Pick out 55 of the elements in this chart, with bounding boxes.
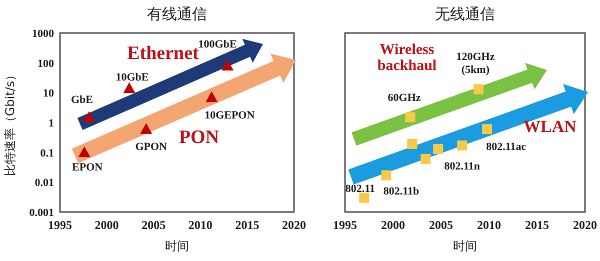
annotation: 60GHz [388,92,421,104]
x-tick-label: 2010 [188,218,212,232]
x-tick-label: 2020 [282,218,306,232]
annotation: 802.11n [444,160,480,172]
x-tick-label: 2015 [525,218,549,232]
y-axis-title: 比特速率（Gbit/s） [3,68,17,176]
annotation: 10GbE [116,71,149,84]
point [78,146,90,158]
series-label: WLAN [524,117,578,136]
annotation: 10GEPON [204,109,255,122]
series-label: PON [178,127,220,148]
y-tick-label: 10 [43,88,54,100]
x-tick-label: 2005 [429,218,453,232]
point [473,84,484,94]
point [407,139,418,150]
point [381,170,392,180]
x-tick-label: 2015 [235,218,260,232]
annotation: 120GHz (5km) [456,50,495,76]
chart-title: 无线通信 [435,5,495,23]
point [140,123,152,134]
point [206,91,218,102]
x-tick-label: 1995 [333,218,357,232]
text: Wireless backhaul [377,42,437,74]
annotation: GbE [71,94,94,106]
y-tick-label: 0.1 [40,147,54,160]
x-tick-label: 1995 [48,218,72,232]
point [433,144,444,154]
x-tick-label: 2000 [381,218,405,232]
point [222,60,234,71]
annotation: 802.11b [383,185,420,198]
annotation: EPON [72,161,103,174]
point [420,154,431,164]
y-tick-label: 100 [38,58,54,70]
x-axis-title: 时间 [453,239,477,253]
y-tick-label: 0.001 [29,207,54,219]
point [83,111,96,122]
x-tick-label: 2010 [477,218,501,232]
x-tick-label: 2020 [573,218,597,232]
annotation: 802.11 [345,182,376,195]
x-tick-label: 2005 [142,218,166,232]
y-tick-label: 1 [48,118,54,130]
annotation: 802.11ac [486,141,526,154]
annotation: 100GbE [198,38,237,51]
x-axis-title: 时间 [165,239,189,253]
annotation: GPON [135,141,168,154]
x-tick-label: 2000 [94,218,119,232]
point [123,82,136,94]
y-tick-label: 0.01 [34,177,54,190]
point [482,124,492,134]
point [405,112,416,122]
point [359,192,370,203]
series-label: Ethernet [127,43,200,64]
y-tick-label: 1000 [32,28,54,40]
chart-title: 有线通信 [147,5,207,23]
point [457,140,468,150]
